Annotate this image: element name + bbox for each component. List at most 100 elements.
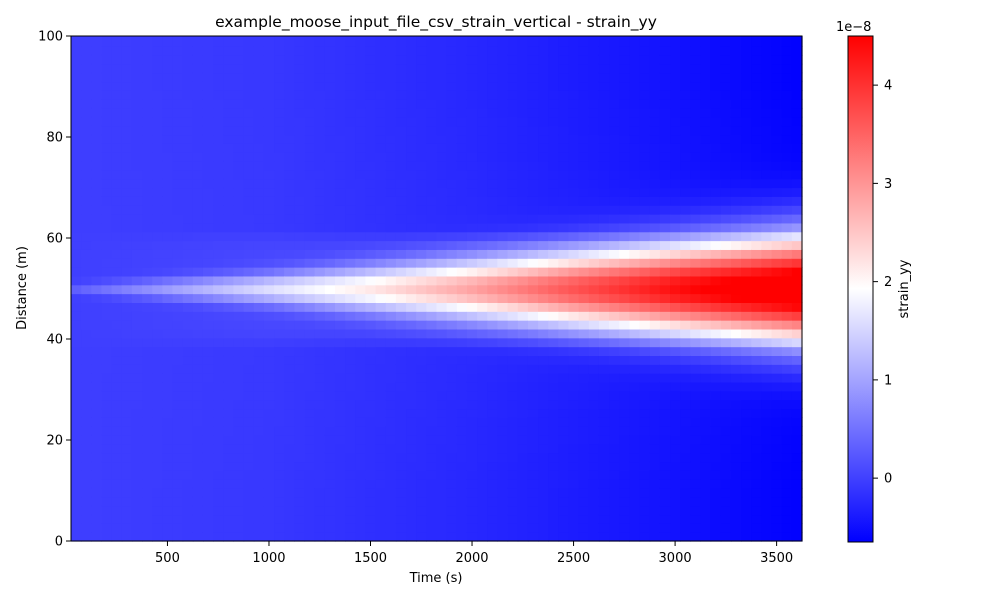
heatmap-cell (659, 399, 671, 410)
heatmap-cell (517, 116, 529, 127)
heatmap-cell (324, 302, 336, 312)
heatmap-cell (385, 523, 397, 533)
heatmap-cell (568, 116, 580, 127)
heatmap-cell (446, 63, 458, 74)
heatmap-cell (182, 514, 194, 524)
heatmap-cell (771, 470, 783, 480)
heatmap-cell (152, 355, 163, 365)
heatmap-cell (558, 496, 570, 507)
heatmap-cell (538, 470, 549, 480)
heatmap-cell (324, 426, 336, 436)
heatmap-cell (690, 390, 702, 401)
heatmap-cell (659, 205, 671, 215)
heatmap-cell (659, 293, 671, 303)
heatmap-cell (152, 399, 163, 410)
heatmap-cell (538, 320, 549, 330)
heatmap-cell (395, 381, 407, 392)
heatmap-cell (487, 36, 499, 47)
heatmap-cell (81, 36, 92, 47)
heatmap-cell (791, 205, 803, 215)
heatmap-cell (274, 169, 285, 180)
heatmap-cell (375, 373, 387, 383)
heatmap-cell (253, 134, 265, 144)
heatmap-cell (659, 116, 671, 127)
heatmap-cell (619, 169, 630, 180)
heatmap-cell (162, 205, 174, 215)
heatmap-cell (649, 532, 661, 542)
heatmap-cell (548, 72, 559, 83)
heatmap-cell (101, 178, 113, 189)
heatmap-cell (649, 461, 661, 471)
heatmap-cell (710, 408, 722, 418)
heatmap-cell (182, 196, 194, 206)
heatmap-cell (406, 523, 417, 533)
heatmap-cell (771, 479, 783, 489)
heatmap-cell (334, 152, 346, 162)
heatmap-cell (466, 470, 478, 480)
heatmap-cell (365, 134, 377, 144)
heatmap-cell (497, 364, 509, 374)
heatmap-cell (720, 187, 732, 197)
heatmap-cell (284, 452, 295, 463)
heatmap-cell (639, 81, 651, 91)
heatmap-cell (436, 125, 448, 136)
heatmap-cell (720, 505, 732, 516)
heatmap-cell (395, 54, 407, 65)
heatmap-cell (517, 275, 529, 286)
heatmap-cell (670, 320, 681, 330)
heatmap-cell (71, 169, 82, 180)
heatmap-cell (781, 134, 793, 144)
heatmap-cell (568, 461, 580, 471)
heatmap-cell (202, 152, 214, 162)
heatmap-cell (172, 381, 184, 392)
heatmap-cell (152, 337, 163, 348)
heatmap-cell (690, 267, 702, 277)
heatmap-cell (243, 337, 255, 348)
heatmap-cell (253, 452, 265, 463)
heatmap-cell (487, 99, 499, 109)
heatmap-cell (284, 496, 295, 507)
heatmap-cell (426, 417, 438, 427)
heatmap-cell (781, 160, 793, 171)
heatmap-cell (81, 381, 92, 392)
heatmap-cell (477, 160, 488, 171)
heatmap-cell (680, 107, 691, 118)
heatmap-cell (710, 417, 722, 427)
heatmap-cell (639, 355, 651, 365)
heatmap-cell (578, 81, 590, 91)
heatmap-cell (121, 125, 133, 136)
heatmap-cell (761, 178, 773, 189)
heatmap-cell (517, 434, 529, 445)
heatmap-cell (751, 523, 762, 533)
heatmap-cell (121, 36, 133, 47)
heatmap-cell (588, 81, 600, 91)
heatmap-cell (791, 107, 803, 118)
heatmap-cell (761, 523, 773, 533)
heatmap-cell (243, 373, 255, 383)
heatmap-cell (152, 267, 163, 277)
heatmap-cell (527, 470, 539, 480)
heatmap-cell (568, 284, 580, 295)
heatmap-cell (121, 275, 133, 286)
heatmap-cell (426, 364, 438, 374)
heatmap-cell (639, 293, 651, 303)
heatmap-cell (345, 205, 356, 215)
heatmap-cell (487, 196, 499, 206)
heatmap-cell (690, 90, 702, 100)
heatmap-cell (700, 72, 712, 83)
heatmap-cell (355, 355, 367, 365)
heatmap-cell (416, 63, 427, 74)
heatmap-cell (649, 523, 661, 533)
heatmap-cell (477, 311, 488, 321)
heatmap-cell (142, 328, 153, 339)
heatmap-cell (91, 505, 103, 516)
heatmap-cell (121, 417, 133, 427)
heatmap-cell (182, 134, 194, 144)
heatmap-cell (274, 479, 285, 489)
heatmap-cell (588, 107, 600, 118)
heatmap-cell (355, 399, 367, 410)
heatmap-cell (477, 267, 488, 277)
heatmap-cell (507, 54, 519, 65)
heatmap-cell (172, 81, 184, 91)
heatmap-cell (152, 107, 163, 118)
